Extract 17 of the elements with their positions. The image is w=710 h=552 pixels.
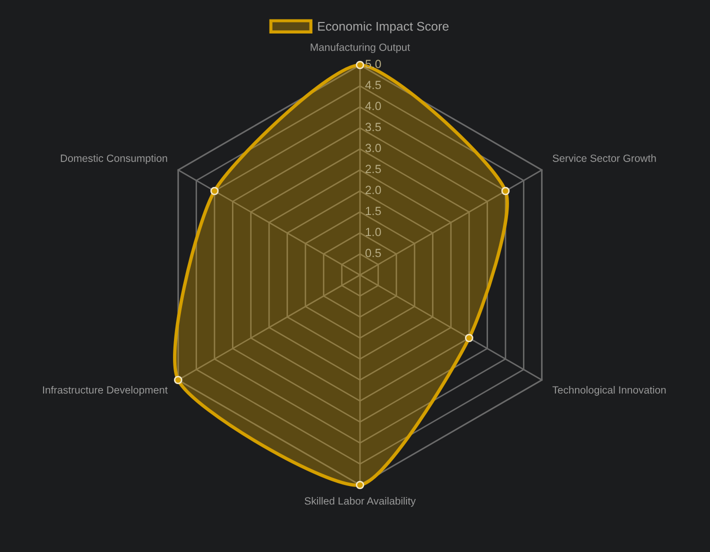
spoke-label: Technological Innovation bbox=[552, 386, 666, 396]
spoke-label: Manufacturing Output bbox=[310, 43, 410, 53]
spoke-label: Service Sector Growth bbox=[552, 154, 656, 162]
y-tick-label: 2.0 bbox=[366, 186, 381, 194]
legend-label: Economic Impact Score bbox=[318, 22, 449, 34]
y-tick-label: 3.5 bbox=[365, 122, 381, 132]
y-tick-label: 4.5 bbox=[365, 80, 381, 90]
y-tick-label: 1.0 bbox=[366, 228, 381, 236]
y-tick-label: 1.5 bbox=[366, 206, 381, 216]
y-tick-label: 0.5 bbox=[365, 248, 381, 258]
y-tick-label: 4.0 bbox=[365, 102, 381, 110]
y-tick-label: 3.0 bbox=[365, 144, 381, 152]
y-tick-label: 5.0 bbox=[365, 60, 381, 68]
spoke-label: Domestic Consumption bbox=[60, 154, 168, 164]
y-tick-label: 2.5 bbox=[366, 164, 381, 174]
spoke-label: Skilled Labor Availability bbox=[304, 497, 416, 507]
spoke-label: Infrastructure Development bbox=[43, 386, 168, 396]
